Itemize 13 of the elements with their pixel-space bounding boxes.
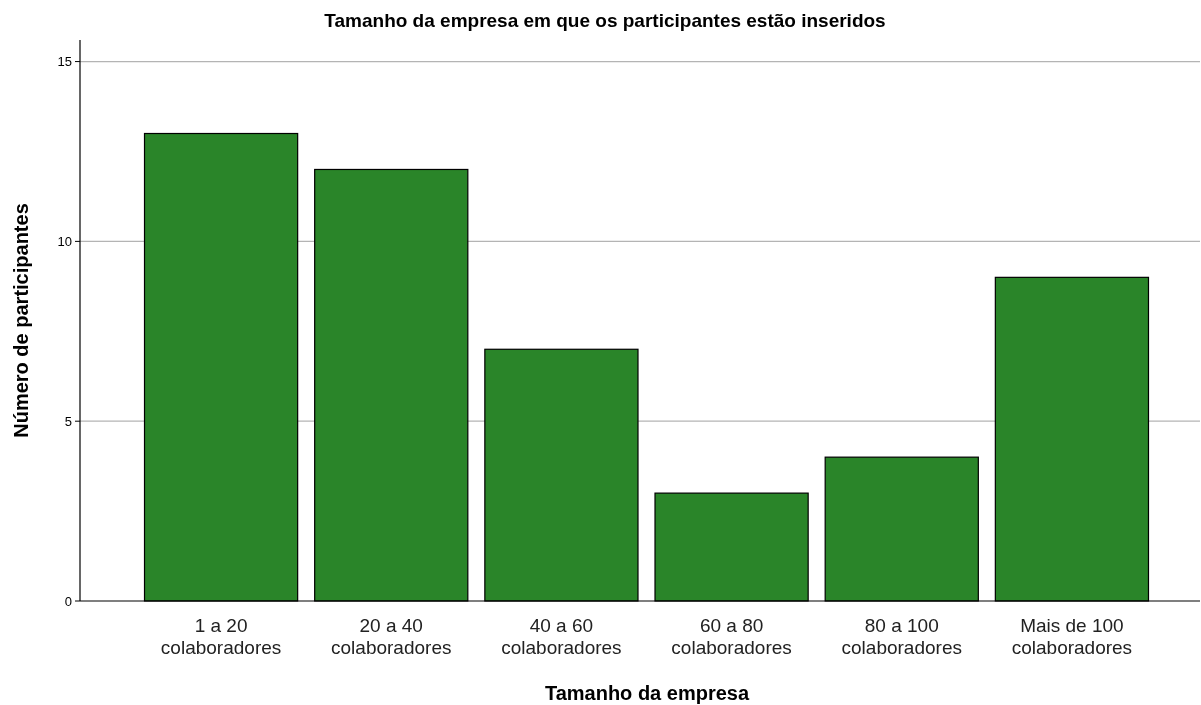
y-tick-label: 5 bbox=[64, 413, 72, 429]
x-tick-label: Mais de 100 colaboradores bbox=[1011, 615, 1133, 658]
y-axis-title: Número de participantes bbox=[10, 203, 32, 438]
chart-title: Tamanho da empresa em que os participantes estão inseridos bbox=[324, 10, 886, 31]
y-tick-label: 10 bbox=[57, 233, 72, 249]
x-tick-label: 60 a 80 colaboradores bbox=[671, 615, 792, 658]
y-tick-label: 15 bbox=[57, 54, 72, 70]
x-tick-label: 40 a 60 colaboradores bbox=[501, 615, 622, 658]
y-tick-label: 0 bbox=[64, 593, 72, 609]
x-tick-label: 20 a 40 colaboradores bbox=[331, 615, 452, 658]
x-axis-title: Tamanho da empresa bbox=[544, 682, 750, 704]
x-tick-label: 80 a 100 colaboradores bbox=[841, 615, 962, 658]
x-tick-label: 1 a 20 colaboradores bbox=[160, 615, 282, 658]
